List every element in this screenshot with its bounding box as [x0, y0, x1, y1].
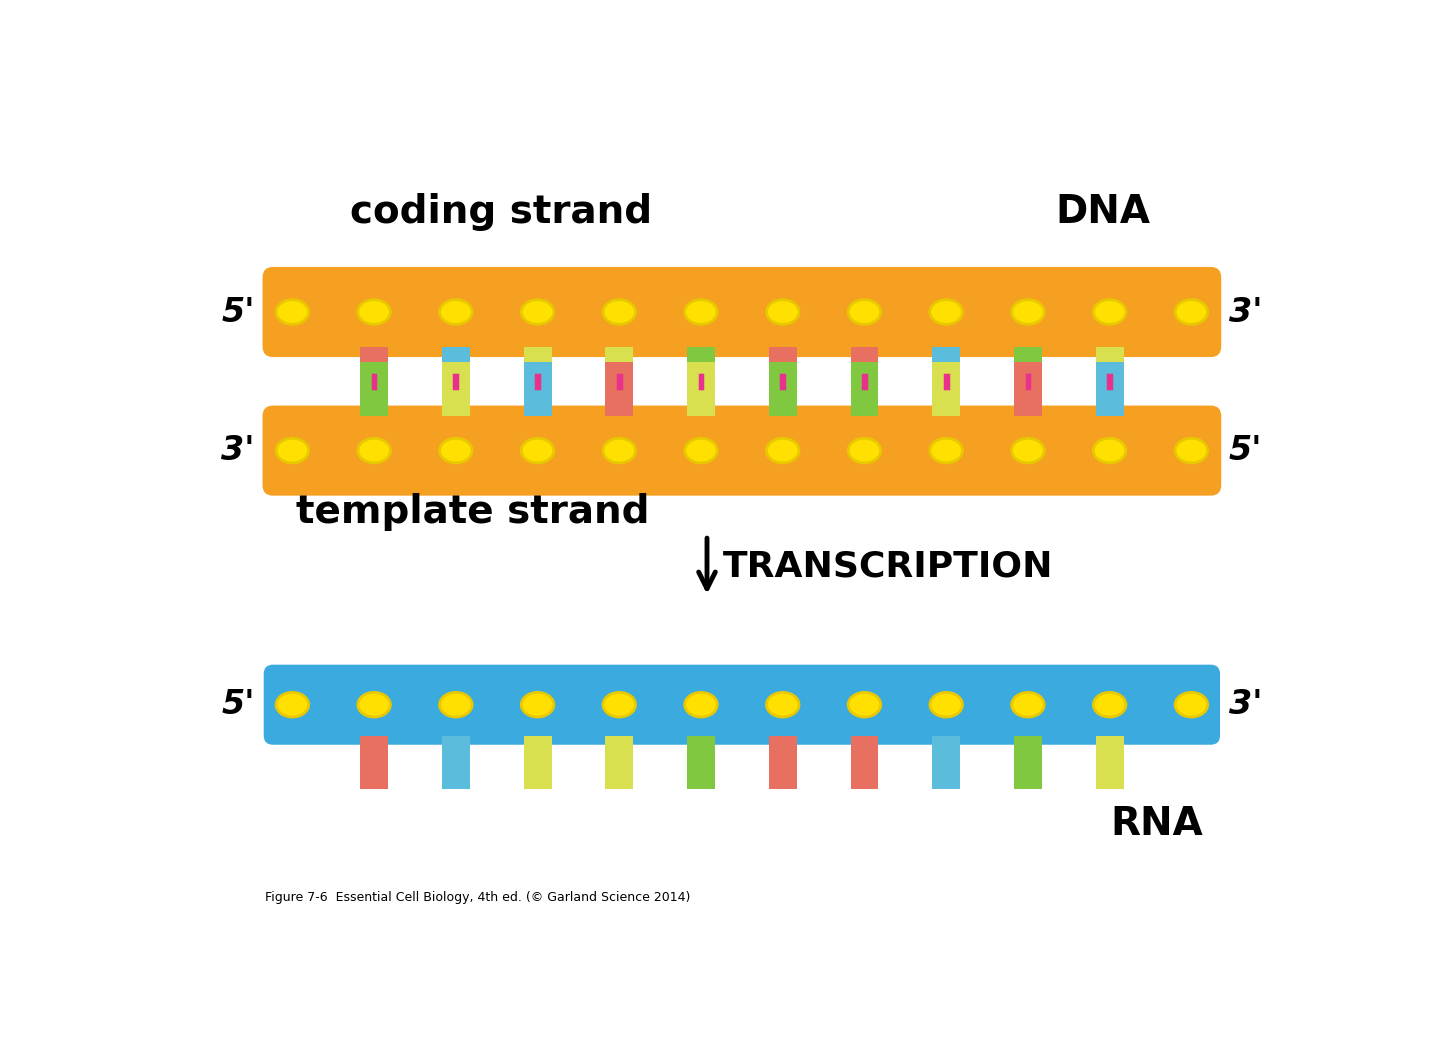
- Text: RNA: RNA: [1110, 805, 1202, 843]
- FancyBboxPatch shape: [264, 665, 1220, 745]
- Text: 3': 3': [222, 435, 255, 467]
- Bar: [442, 363, 469, 416]
- Ellipse shape: [357, 438, 390, 463]
- Ellipse shape: [848, 438, 881, 463]
- Bar: [1014, 736, 1043, 790]
- Ellipse shape: [603, 438, 635, 463]
- Bar: [360, 736, 387, 790]
- Ellipse shape: [848, 300, 881, 324]
- Text: DNA: DNA: [1056, 193, 1151, 231]
- FancyBboxPatch shape: [262, 406, 1221, 496]
- Ellipse shape: [1175, 692, 1208, 717]
- Ellipse shape: [1012, 438, 1044, 463]
- Ellipse shape: [521, 438, 554, 463]
- Ellipse shape: [439, 692, 472, 717]
- Bar: [687, 363, 716, 416]
- Bar: [605, 736, 634, 790]
- Ellipse shape: [276, 300, 308, 324]
- Bar: [1014, 363, 1043, 416]
- Bar: [524, 736, 552, 790]
- Bar: [605, 363, 634, 416]
- Bar: [769, 363, 796, 416]
- Text: 3': 3': [1228, 296, 1263, 329]
- Text: 5': 5': [222, 296, 255, 329]
- Bar: [360, 363, 387, 416]
- Ellipse shape: [1093, 438, 1126, 463]
- Text: coding strand: coding strand: [350, 193, 652, 231]
- Bar: [524, 363, 552, 416]
- Text: Figure 7-6  Essential Cell Biology, 4th ed. (© Garland Science 2014): Figure 7-6 Essential Cell Biology, 4th e…: [265, 890, 691, 904]
- Text: TRANSCRIPTION: TRANSCRIPTION: [723, 549, 1053, 583]
- Ellipse shape: [930, 438, 962, 463]
- Bar: [932, 363, 960, 416]
- Bar: [442, 736, 469, 790]
- Bar: [851, 736, 878, 790]
- Text: 3': 3': [1228, 688, 1263, 721]
- Ellipse shape: [276, 692, 308, 717]
- Bar: [1096, 363, 1123, 416]
- Ellipse shape: [1175, 438, 1208, 463]
- Ellipse shape: [685, 300, 717, 324]
- Ellipse shape: [685, 438, 717, 463]
- Ellipse shape: [357, 692, 390, 717]
- Ellipse shape: [766, 692, 799, 717]
- Ellipse shape: [685, 692, 717, 717]
- Bar: [605, 347, 634, 401]
- Bar: [687, 736, 716, 790]
- Ellipse shape: [1175, 300, 1208, 324]
- Ellipse shape: [766, 300, 799, 324]
- Ellipse shape: [521, 300, 554, 324]
- Ellipse shape: [766, 438, 799, 463]
- Ellipse shape: [276, 438, 308, 463]
- Bar: [932, 736, 960, 790]
- Bar: [1096, 347, 1123, 401]
- Bar: [442, 347, 469, 401]
- Ellipse shape: [1012, 692, 1044, 717]
- Ellipse shape: [1093, 692, 1126, 717]
- Ellipse shape: [357, 300, 390, 324]
- Ellipse shape: [521, 692, 554, 717]
- Ellipse shape: [848, 692, 881, 717]
- Bar: [932, 347, 960, 401]
- Bar: [1096, 736, 1123, 790]
- Ellipse shape: [930, 692, 962, 717]
- Text: 5': 5': [222, 688, 255, 721]
- Bar: [769, 347, 796, 401]
- FancyBboxPatch shape: [262, 267, 1221, 357]
- Text: 5': 5': [1228, 435, 1263, 467]
- Bar: [851, 363, 878, 416]
- Bar: [769, 736, 796, 790]
- Bar: [524, 347, 552, 401]
- Ellipse shape: [439, 300, 472, 324]
- Ellipse shape: [439, 438, 472, 463]
- Ellipse shape: [930, 300, 962, 324]
- Bar: [687, 347, 716, 401]
- Ellipse shape: [603, 300, 635, 324]
- Ellipse shape: [603, 692, 635, 717]
- Bar: [851, 347, 878, 401]
- Text: template strand: template strand: [297, 493, 649, 531]
- Bar: [360, 347, 387, 401]
- Ellipse shape: [1012, 300, 1044, 324]
- Bar: [1014, 347, 1043, 401]
- Ellipse shape: [1093, 300, 1126, 324]
